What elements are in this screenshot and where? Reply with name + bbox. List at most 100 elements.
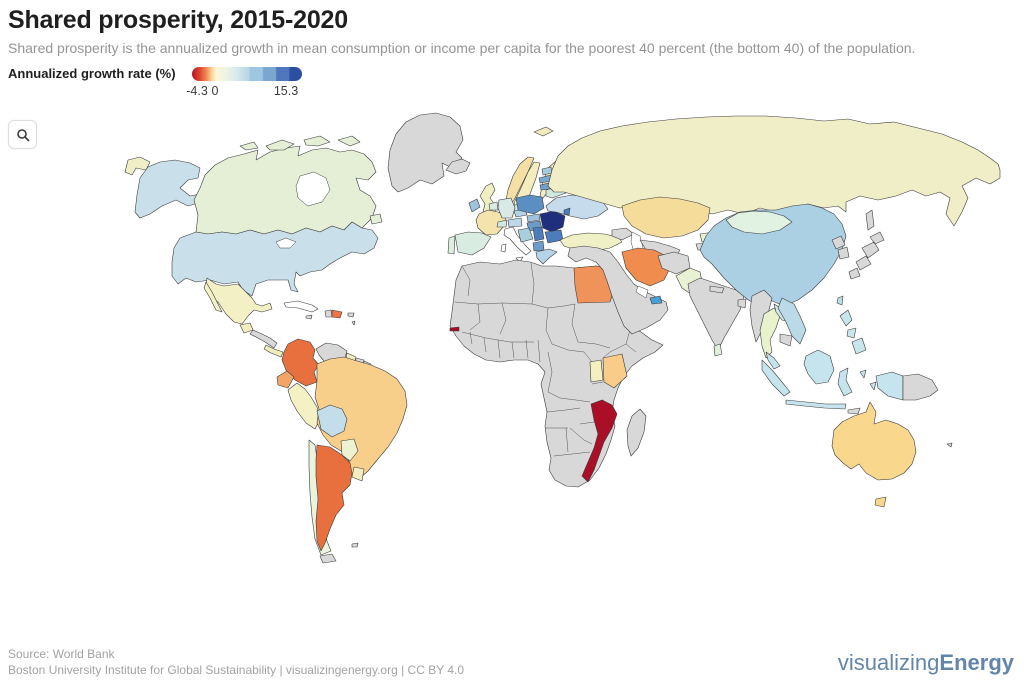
lesser-antilles[interactable] [351,320,356,326]
country-ireland[interactable] [468,198,481,213]
country-newfoundland[interactable] [369,213,383,225]
country-malaysia[interactable] [765,351,781,370]
country-poland[interactable] [515,194,545,215]
country-lithuania[interactable] [539,182,551,191]
country-south-korea[interactable] [837,246,850,260]
country-vietnam[interactable] [777,297,807,345]
country-mozambique[interactable] [581,399,618,483]
country-mexico-baja[interactable] [203,281,223,313]
country-iceland[interactable] [445,158,471,175]
country-albania-macedonia[interactable] [532,240,545,252]
country-canada-arctic-3[interactable] [337,135,361,147]
source-line-1: Source: World Bank [8,647,115,661]
country-bangladesh[interactable] [737,298,747,309]
country-uruguay[interactable] [351,466,365,482]
country-bulgaria[interactable] [544,229,564,244]
persian-gulf [635,285,649,299]
country-cuba[interactable] [283,300,319,313]
country-alaska[interactable] [134,159,203,219]
country-costa-rica-panama[interactable] [263,344,284,358]
country-austria[interactable] [507,217,523,228]
country-canada-arctic-1[interactable] [265,139,295,151]
country-paraguay[interactable] [340,438,359,462]
country-caucasus[interactable] [611,227,635,241]
country-mongolia[interactable] [725,210,793,235]
country-uae[interactable] [649,295,663,305]
falkland-islands[interactable] [351,542,359,548]
country-mexico[interactable] [205,277,273,325]
country-indonesia-sumatra[interactable] [761,359,791,397]
country-sri-lanka[interactable] [713,343,723,357]
border-line [531,303,576,309]
country-japan[interactable] [848,231,885,280]
country-india[interactable] [687,277,745,351]
country-germany[interactable] [497,197,516,219]
pacific-islands[interactable] [946,442,953,448]
country-slovakia[interactable] [526,213,541,223]
country-indonesia-sulawesi[interactable] [837,367,853,397]
country-iran[interactable] [621,247,671,287]
country-brazil[interactable] [314,356,408,480]
country-papua-new-guinea[interactable] [902,373,939,401]
country-canada[interactable] [193,145,377,235]
country-canada-arctic-4[interactable] [239,141,259,151]
country-svalbard[interactable] [533,126,554,137]
oceania [831,401,953,508]
country-italy-sardinia[interactable] [500,243,507,253]
country-indonesia-java[interactable] [785,399,847,410]
country-italy[interactable] [503,226,532,256]
country-australia[interactable] [831,401,917,481]
country-timor[interactable] [847,407,861,415]
country-portugal[interactable] [447,235,456,255]
world-map[interactable] [0,112,1024,644]
country-france[interactable] [475,209,507,236]
africa [449,259,664,488]
country-serbia[interactable] [532,226,545,242]
country-kazakhstan[interactable] [621,196,711,239]
country-madagascar[interactable] [626,408,647,457]
country-north-korea[interactable] [831,235,846,250]
country-russia[interactable] [547,115,1001,227]
country-dominican-republic[interactable] [331,309,343,319]
country-kenya[interactable] [602,353,628,389]
country-indonesia-papua[interactable] [875,371,904,401]
country-cambodia[interactable] [779,333,793,347]
country-chukotka-west[interactable] [124,156,151,176]
border-line [454,301,533,305]
country-peru[interactable] [287,382,321,430]
country-taiwan[interactable] [836,295,844,306]
country-jamaica[interactable] [305,314,313,320]
country-indonesia-moluccas[interactable] [859,369,877,391]
country-haiti[interactable] [324,309,333,318]
country-greece[interactable] [535,248,558,265]
country-middle-east[interactable] [567,245,669,335]
country-indonesia-borneo[interactable] [803,349,835,385]
country-croatia-bosnia[interactable] [517,227,534,243]
country-tierra-del-fuego[interactable] [319,553,337,564]
country-philippines[interactable] [839,309,867,355]
country-romania[interactable] [539,210,566,233]
country-benelux[interactable] [488,201,499,211]
country-nepal[interactable] [709,285,725,294]
country-moldova[interactable] [563,207,571,216]
country-sakhalin[interactable] [865,209,875,231]
country-ukraine[interactable] [545,194,609,220]
legend-tick-max: 15.3 [273,84,299,98]
zoom-button[interactable] [8,120,37,149]
country-argentina[interactable] [315,444,353,552]
country-bolivia[interactable] [316,404,348,438]
country-ecuador[interactable] [276,370,295,389]
country-usa[interactable] [171,221,379,297]
country-guatemala[interactable] [239,322,254,334]
country-canada-arctic-2[interactable] [303,135,331,147]
country-spain[interactable] [454,231,492,256]
country-greenland[interactable] [387,112,464,193]
country-tasmania[interactable] [874,496,887,508]
country-switzerland[interactable] [496,219,508,228]
country-honduras-nicaragua[interactable] [249,329,278,349]
country-gambia[interactable] [449,326,460,332]
middle-east-asia [559,196,747,357]
country-uganda[interactable] [589,359,604,383]
border-line [577,341,611,349]
country-puerto-rico[interactable] [347,312,355,318]
